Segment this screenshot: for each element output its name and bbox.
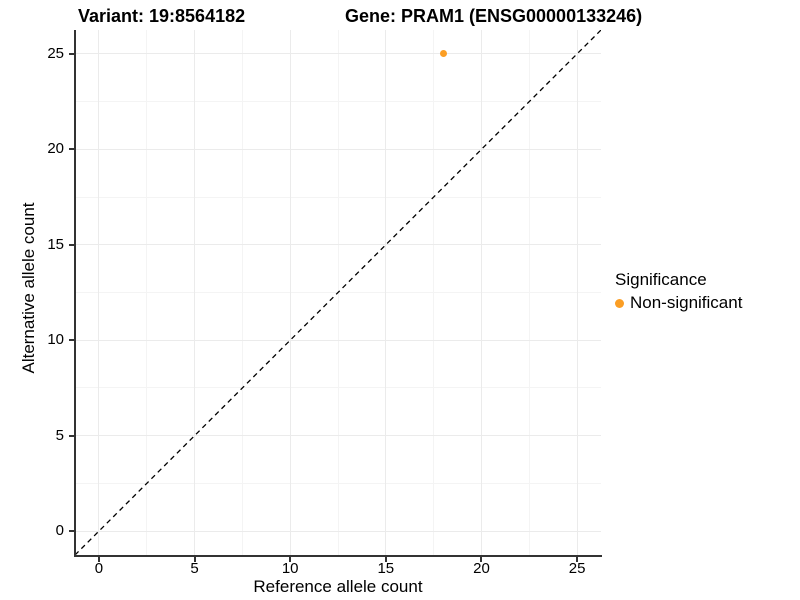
gridline-y-major [75, 148, 601, 150]
gridline-x-major [98, 30, 100, 555]
gridline-y-major [75, 530, 601, 532]
x-tick-label: 25 [568, 560, 586, 577]
x-tick-mark [480, 557, 483, 562]
y-tick-mark [69, 339, 74, 342]
gridline-x-major [194, 30, 196, 555]
gridline-y-major [75, 244, 601, 246]
x-tick-label: 0 [94, 560, 104, 577]
data-point [439, 50, 447, 58]
x-tick-mark [576, 557, 579, 562]
y-tick-mark [69, 530, 74, 533]
x-tick-mark [289, 557, 292, 562]
x-tick-label: 10 [281, 560, 299, 577]
plot-title-variant: Variant: 19:8564182 [78, 6, 246, 26]
y-axis-title: Alternative allele count [19, 202, 38, 374]
legend-item-non-significant: Non-significant [615, 293, 742, 313]
y-axis-line [74, 30, 76, 556]
x-tick-mark [97, 557, 100, 562]
y-tick-mark [69, 434, 74, 437]
identity-line-layer [75, 30, 601, 555]
gridline-y-minor [75, 101, 601, 103]
legend-item-label: Non-significant [630, 293, 743, 312]
y-tick-label: 5 [55, 426, 64, 444]
x-tick-label: 15 [377, 560, 395, 577]
plot-title-gene: Gene: PRAM1 (ENSG00000133246) [345, 6, 643, 26]
non-significant-point-icon [615, 298, 624, 308]
legend-title: Significance [615, 270, 707, 289]
y-tick-label: 10 [47, 331, 64, 349]
legend: Significance Non-significant [615, 270, 742, 313]
gridline-y-minor [75, 387, 601, 389]
x-tick-label: 5 [190, 560, 199, 577]
y-tick-label: 25 [47, 44, 64, 62]
gridline-x-major [576, 30, 578, 555]
gridline-y-major [75, 339, 601, 341]
y-tick-mark [69, 52, 74, 55]
gridline-y-major [75, 53, 601, 55]
x-tick-label: 20 [473, 560, 490, 577]
gridline-x-major [385, 30, 387, 555]
y-tick-label: 0 [55, 522, 64, 540]
y-tick-mark [69, 243, 74, 246]
y-tick-label: 20 [47, 140, 64, 158]
gridline-y-major [75, 435, 601, 437]
y-tick-mark [69, 148, 74, 151]
gridline-y-minor [75, 196, 601, 198]
plot-panel [75, 30, 601, 555]
identity-dashed-line [75, 30, 601, 555]
gridline-x-major [480, 30, 482, 555]
y-tick-label: 15 [47, 235, 64, 253]
x-axis-line [74, 555, 602, 557]
x-axis-title: Reference allele count [253, 577, 423, 596]
gridline-y-minor [75, 482, 601, 484]
gridline-x-major [289, 30, 291, 555]
x-tick-mark [193, 557, 196, 562]
x-tick-mark [384, 557, 387, 562]
